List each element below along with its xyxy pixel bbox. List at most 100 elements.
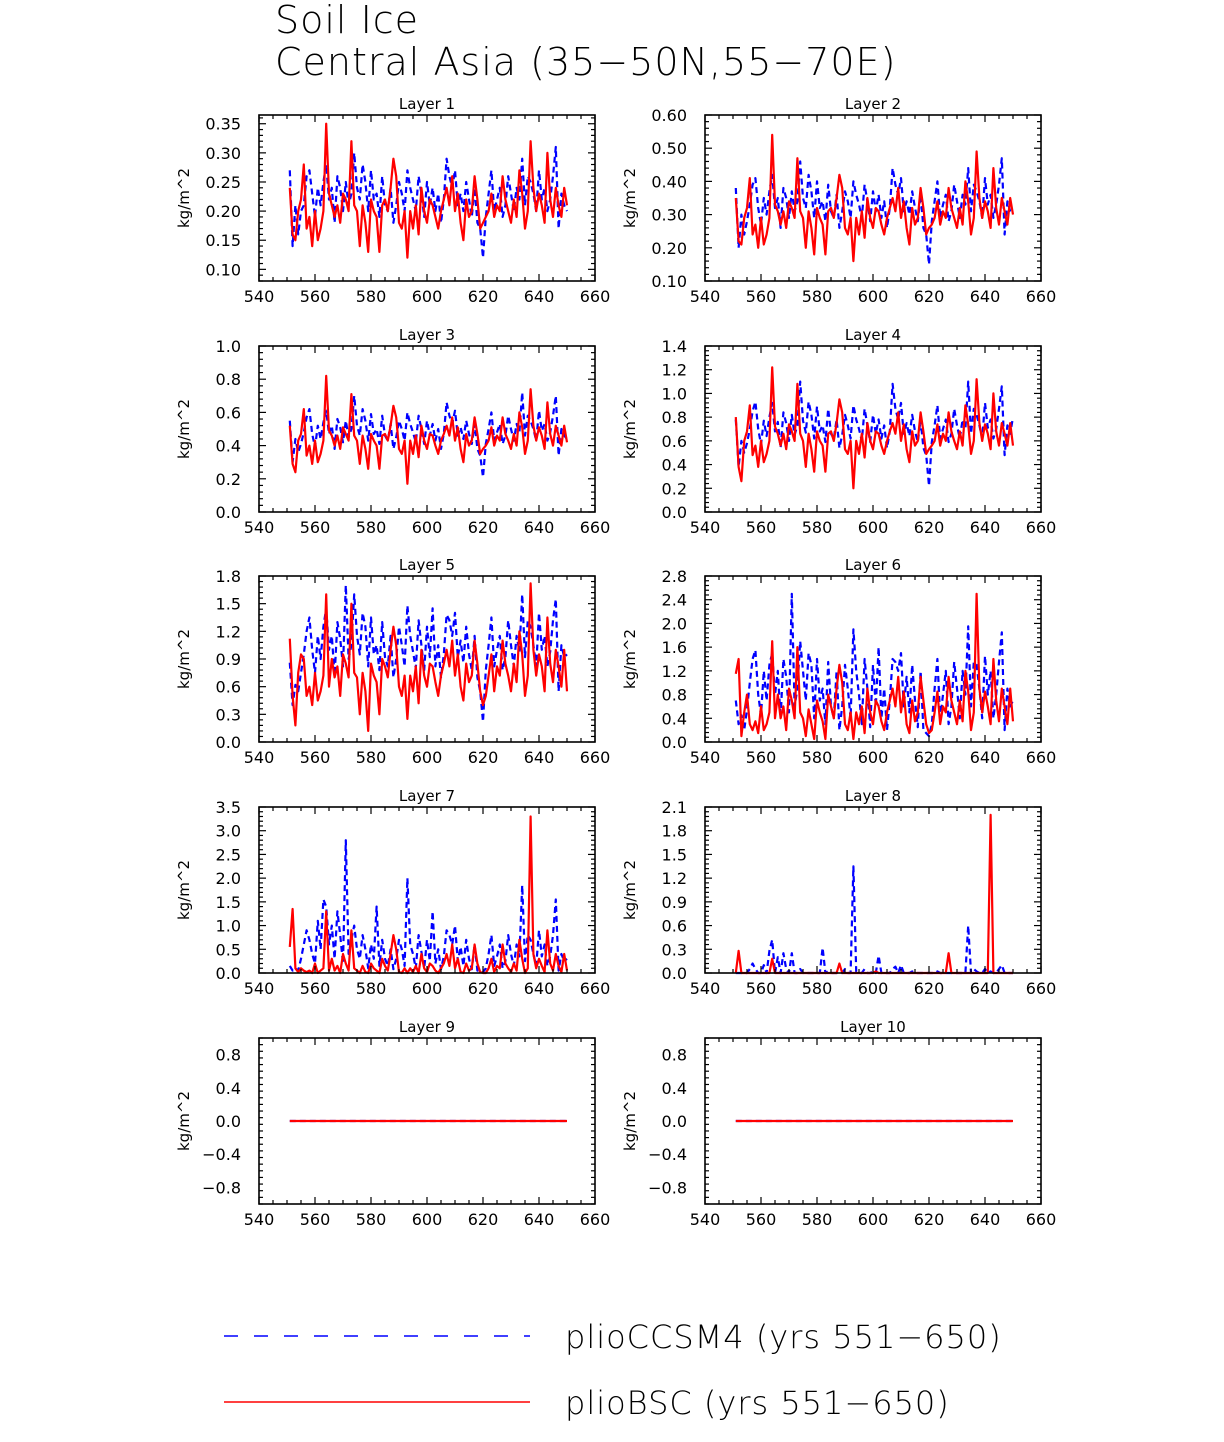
panel-layer-10: 540 560 580 600 620 640 660 −0.8 −0.4 0.0 0.4 0.8 La… bbox=[621, 1018, 1056, 1229]
y-tick-label: 0.8 bbox=[662, 408, 687, 427]
y-tick-label: 0.10 bbox=[205, 260, 241, 279]
y-axis-label: kg/m^2 bbox=[175, 1091, 193, 1151]
y-tick-label: 2.8 bbox=[662, 567, 687, 586]
x-tick-label: 600 bbox=[412, 287, 443, 306]
figure-subtitle: Central Asia (35−50N,55−70E) bbox=[275, 40, 897, 84]
y-tick-label: 0.15 bbox=[205, 231, 241, 250]
y-tick-label: 2.0 bbox=[216, 869, 241, 888]
series-line-pliocssm4 bbox=[288, 839, 568, 974]
y-axis-label: kg/m^2 bbox=[175, 399, 193, 459]
y-axis-label: kg/m^2 bbox=[175, 629, 193, 689]
y-tick-label: 0.6 bbox=[662, 917, 687, 936]
x-tick-label: 580 bbox=[802, 287, 833, 306]
series-line-pliobsc bbox=[288, 122, 569, 259]
panel-layer-8: 540 560 580 600 620 640 660 0.0 0.3 0.6 0.9 1.2 1.5 1… bbox=[621, 787, 1056, 998]
y-tick-label: 0.6 bbox=[216, 678, 241, 697]
series-line-pliocssm4 bbox=[734, 380, 1015, 487]
panel-title: Layer 5 bbox=[399, 556, 455, 574]
y-tick-label: 1.0 bbox=[216, 337, 241, 356]
y-tick-label: 0.6 bbox=[216, 403, 241, 422]
y-tick-label: 1.5 bbox=[662, 845, 687, 864]
x-tick-label: 560 bbox=[300, 748, 331, 767]
panel-title: Layer 3 bbox=[399, 326, 455, 344]
y-tick-label: 0.0 bbox=[216, 964, 241, 983]
y-tick-label: 1.2 bbox=[662, 869, 687, 888]
y-tick-label: 2.1 bbox=[662, 798, 687, 817]
y-tick-label: 1.2 bbox=[216, 622, 241, 641]
y-tick-label: 0.20 bbox=[205, 202, 241, 221]
y-tick-label: 0.4 bbox=[662, 709, 687, 728]
y-tick-label: 3.0 bbox=[216, 822, 241, 841]
x-tick-label: 620 bbox=[468, 287, 499, 306]
series-line-pliobsc bbox=[734, 813, 1013, 975]
y-tick-label: 2.4 bbox=[662, 591, 687, 610]
x-tick-label: 580 bbox=[802, 518, 833, 537]
x-tick-label: 580 bbox=[356, 748, 387, 767]
panel-title: Layer 8 bbox=[845, 787, 901, 805]
x-tick-label: 580 bbox=[356, 518, 387, 537]
y-tick-label: 1.0 bbox=[216, 917, 241, 936]
y-tick-label: 0.30 bbox=[651, 206, 687, 225]
panel-title: Layer 9 bbox=[399, 1018, 455, 1036]
panel-layer-5: 540 560 580 600 620 640 660 0.0 0.3 0.6 0.9 1.2 1.5 1… bbox=[175, 556, 610, 767]
x-tick-label: 660 bbox=[580, 979, 611, 998]
panel-layer-9: 540 560 580 600 620 640 660 −0.8 −0.4 0.0 0.4 0.8 La… bbox=[175, 1018, 610, 1229]
x-tick-label: 560 bbox=[746, 518, 777, 537]
x-tick-label: 660 bbox=[580, 1210, 611, 1229]
y-tick-label: 0.5 bbox=[216, 940, 241, 959]
x-tick-label: 620 bbox=[914, 1210, 945, 1229]
x-tick-label: 560 bbox=[300, 979, 331, 998]
x-tick-label: 540 bbox=[244, 748, 275, 767]
series-line-pliobsc bbox=[288, 582, 569, 733]
y-tick-label: 0.10 bbox=[651, 272, 687, 291]
series-line-pliocssm4 bbox=[735, 865, 1013, 975]
y-tick-label: 0.0 bbox=[662, 503, 687, 522]
x-tick-label: 560 bbox=[746, 748, 777, 767]
x-tick-label: 560 bbox=[300, 1210, 331, 1229]
y-axis-label: kg/m^2 bbox=[621, 629, 639, 689]
figure-title: Soil Ice bbox=[275, 0, 420, 42]
panel-layer-4: 540 560 580 600 620 640 660 0.0 0.2 0.4 0.6 0.8 1.0 1… bbox=[621, 326, 1056, 537]
x-tick-label: 540 bbox=[244, 518, 275, 537]
x-tick-label: 620 bbox=[914, 979, 945, 998]
panel-title: Layer 1 bbox=[399, 95, 455, 113]
x-tick-label: 560 bbox=[746, 287, 777, 306]
x-tick-label: 660 bbox=[1026, 979, 1057, 998]
y-tick-label: 0.8 bbox=[216, 1046, 241, 1065]
x-tick-label: 640 bbox=[524, 979, 555, 998]
y-tick-label: −0.8 bbox=[202, 1178, 241, 1197]
series-line-pliocssm4 bbox=[288, 584, 568, 723]
y-tick-label: 0.4 bbox=[216, 1079, 241, 1098]
x-tick-label: 660 bbox=[1026, 748, 1057, 767]
legend-label-pliobsc: plioBSC (yrs 551−650) bbox=[565, 1384, 950, 1422]
x-tick-label: 620 bbox=[914, 287, 945, 306]
x-tick-label: 540 bbox=[690, 979, 721, 998]
series-line-pliobsc bbox=[734, 366, 1015, 490]
x-tick-label: 600 bbox=[412, 518, 443, 537]
y-tick-label: 1.8 bbox=[216, 567, 241, 586]
x-tick-label: 580 bbox=[356, 1210, 387, 1229]
y-tick-label: 0.40 bbox=[651, 172, 687, 191]
y-tick-label: 2.0 bbox=[662, 614, 687, 633]
y-tick-label: 0.6 bbox=[662, 432, 687, 451]
y-tick-label: 1.2 bbox=[662, 662, 687, 681]
series-line-pliobsc bbox=[288, 815, 569, 975]
x-tick-label: 660 bbox=[1026, 518, 1057, 537]
x-tick-label: 620 bbox=[914, 748, 945, 767]
x-tick-label: 640 bbox=[524, 518, 555, 537]
x-tick-label: 640 bbox=[524, 1210, 555, 1229]
x-tick-label: 600 bbox=[858, 1210, 889, 1229]
y-tick-label: 2.5 bbox=[216, 845, 241, 864]
y-tick-label: 0.30 bbox=[205, 144, 241, 163]
y-tick-label: 0.3 bbox=[662, 940, 687, 959]
y-tick-label: 0.0 bbox=[662, 733, 687, 752]
x-tick-label: 660 bbox=[1026, 287, 1057, 306]
y-tick-label: 1.5 bbox=[216, 595, 241, 614]
x-tick-label: 620 bbox=[468, 518, 499, 537]
series-line-pliobsc bbox=[734, 133, 1015, 263]
series-line-pliocssm4 bbox=[288, 391, 568, 479]
y-tick-label: 0.3 bbox=[216, 705, 241, 724]
x-tick-label: 660 bbox=[580, 287, 611, 306]
x-tick-label: 600 bbox=[412, 748, 443, 767]
